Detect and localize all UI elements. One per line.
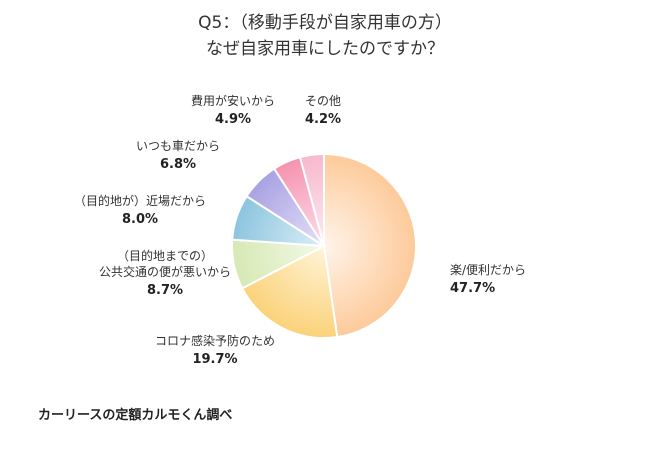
pie-slice xyxy=(298,152,325,247)
slice-label: コロナ感染予防のため xyxy=(155,333,275,348)
chart-title-line1: Q5：（移動手段が自家用車の方） xyxy=(198,13,452,33)
pie-slice xyxy=(240,244,339,339)
slice-label: （目的地までの） xyxy=(117,248,213,263)
slice-value-label: 8.0% xyxy=(122,212,158,227)
slice-value-label: 4.2% xyxy=(305,112,341,127)
source-credit: カーリースの定額カルモくん調べ xyxy=(38,408,233,423)
slice-value-label: 47.7% xyxy=(450,281,495,296)
slice-value-label: 19.7% xyxy=(192,352,237,367)
chart-title-line2: なぜ自家用車にしたのですか？ xyxy=(206,39,444,59)
slice-label: いつも車だから xyxy=(136,139,220,153)
pie-slice xyxy=(323,152,417,339)
slice-label: 公共交通の便が悪いから xyxy=(99,264,231,279)
slice-label: 楽/便利だから xyxy=(450,263,526,277)
slice-label: （目的地が）近場だから xyxy=(74,193,206,208)
slice-label: 費用が安いから xyxy=(191,93,275,108)
slice-value-label: 4.9% xyxy=(215,112,251,127)
slice-value-label: 6.8% xyxy=(160,157,196,172)
slice-value-label: 8.7% xyxy=(147,283,183,298)
chart-title: Q5：（移動手段が自家用車の方） なぜ自家用車にしたのですか？ xyxy=(0,10,650,62)
slice-label: その他 xyxy=(305,94,341,108)
